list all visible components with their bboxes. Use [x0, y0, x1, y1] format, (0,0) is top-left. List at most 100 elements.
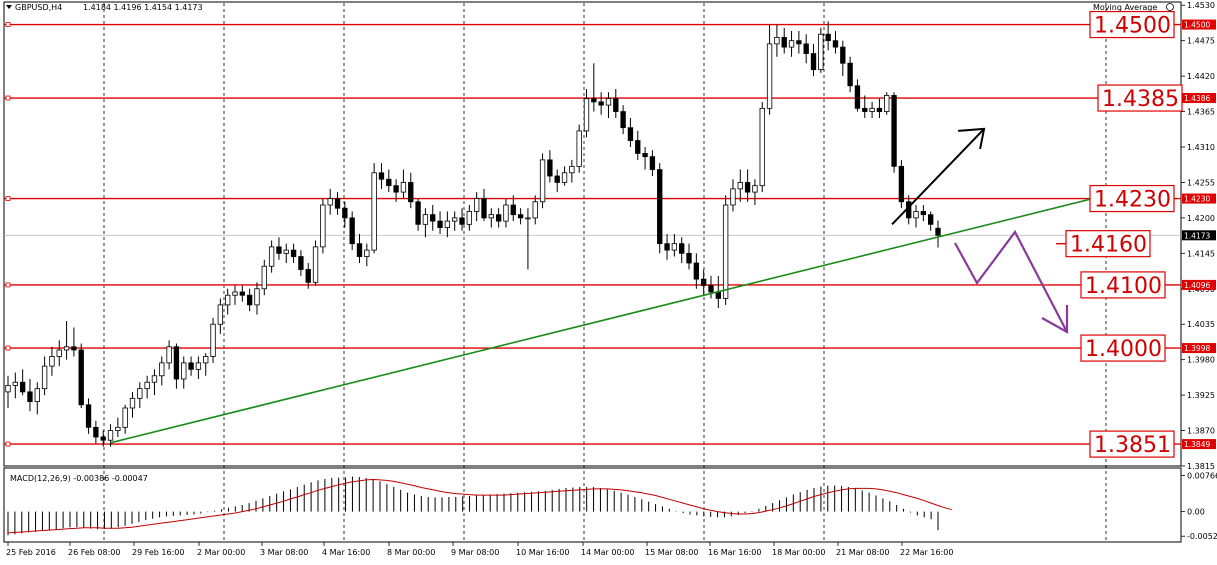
candle-bear: [832, 40, 839, 48]
level-price-tag-text: 1.4230: [1184, 195, 1210, 204]
candle-bear: [744, 182, 751, 193]
candle-bull: [49, 356, 55, 367]
bearish-arrow-head: [1041, 305, 1069, 334]
candle-bear: [620, 111, 626, 129]
macd-tick-label: 0.00766: [1187, 471, 1217, 480]
candle-bull: [752, 185, 758, 193]
price-tick-label: 1.3870: [1187, 427, 1215, 436]
level-handle: [5, 441, 11, 447]
price-tick-label: 1.4475: [1187, 37, 1215, 46]
time-tick-label: 21 Mar 08:00: [836, 548, 889, 557]
candle-bull: [539, 159, 546, 203]
time-tick-label: 2 Mar 00:00: [197, 548, 245, 557]
level-label-box: [1089, 10, 1175, 39]
candle-bull: [364, 249, 370, 257]
candle-bull: [583, 98, 590, 132]
candle-bull: [605, 98, 612, 106]
candle-bear: [298, 256, 304, 270]
candle-bull: [261, 265, 267, 290]
candle-bull: [312, 246, 319, 283]
candle-bear: [246, 294, 253, 306]
candle-bear: [664, 243, 670, 251]
candle-bear: [920, 211, 927, 216]
macd-tick-label: 0.00: [1187, 508, 1205, 517]
price-tick-label: 1.4255: [1187, 178, 1215, 187]
price-pane-frame: [3, 1, 1182, 467]
level-price-tag-text: 1.3849: [1184, 440, 1210, 449]
candle-bear: [876, 107, 883, 112]
header-triangle-icon: [6, 5, 12, 9]
candle-bear: [437, 220, 443, 228]
candle-bull: [788, 40, 795, 48]
candle-bear: [591, 98, 597, 103]
time-tick-label: 10 Mar 16:00: [516, 548, 569, 557]
time-tick-label: 3 Mar 08:00: [260, 548, 308, 557]
candle-bear: [657, 169, 663, 245]
candle-bear: [71, 346, 77, 351]
candle-bull: [63, 346, 70, 351]
candle-bear: [85, 404, 92, 428]
candle-bull: [268, 246, 275, 267]
level-label-box: [1089, 430, 1175, 458]
candle-bear: [627, 127, 634, 141]
level-price-tag-text: 1.4500: [1184, 21, 1210, 30]
extra-label-text: 1.4160: [1070, 233, 1147, 258]
price-tick-label: 1.4035: [1187, 320, 1215, 329]
level-lines-layer: [4, 22, 1181, 447]
candle-bear: [510, 204, 516, 216]
candle-bear: [290, 249, 297, 257]
time-tick-label: 25 Feb 2016: [6, 548, 56, 557]
candle-bear: [495, 214, 502, 222]
candle-bull: [452, 217, 458, 222]
candle-bear: [700, 278, 707, 286]
level-label-text: 1.4500: [1094, 14, 1171, 39]
candle-bear: [547, 159, 553, 177]
candles-layer: [5, 21, 941, 447]
candle-bull: [400, 182, 407, 193]
candle-bear: [935, 227, 941, 236]
level-handle: [5, 95, 11, 101]
price-tick-label: 1.3925: [1187, 391, 1215, 400]
candle-bull: [766, 43, 773, 109]
candle-bull: [217, 304, 224, 325]
candle-bull: [159, 362, 165, 377]
candle-bull: [107, 430, 114, 441]
level-handle: [5, 196, 11, 201]
candle-bull: [913, 211, 919, 219]
macd-pane-frame: [3, 467, 1182, 543]
time-axis-layer: 25 Feb 2016 26 Feb 08:00 29 Feb 16:00 2 Mar…: [6, 542, 953, 557]
indicator-close-icon[interactable]: [1166, 3, 1174, 11]
candle-bear: [649, 156, 656, 170]
candle-bear: [305, 269, 311, 283]
bearish-zigzag: [954, 229, 1068, 333]
candle-bear: [415, 201, 421, 225]
candle-bull: [671, 243, 678, 251]
level-price-tag: [1182, 343, 1216, 354]
candle-bull: [181, 362, 187, 380]
candle-bear: [686, 252, 692, 264]
candle-bear: [408, 182, 414, 203]
candle-bear: [100, 436, 106, 441]
candle-bull: [151, 375, 158, 383]
candle-bull: [466, 211, 473, 225]
candle-bull: [818, 33, 824, 71]
ohlc-label: 1.4184 1.4196 1.4154 1.4173: [83, 3, 203, 12]
level-price-tag: [1182, 93, 1216, 104]
level-label-box: [1080, 334, 1166, 362]
candle-bear: [239, 291, 246, 296]
candle-bull: [869, 107, 875, 112]
time-tick-label: 22 Mar 16:00: [900, 548, 953, 557]
level-price-tag: [1182, 439, 1216, 450]
candle-bull: [576, 130, 582, 167]
candle-bull: [254, 288, 260, 306]
candle-bull: [488, 214, 494, 219]
candle-bear: [188, 362, 194, 370]
macd-signal-line: [7, 478, 952, 534]
price-tick-label: 1.4530: [1187, 1, 1215, 10]
symbol-label: GBPUSD,H4: [15, 3, 62, 12]
candle-bull: [561, 172, 568, 183]
candle-bull: [129, 397, 136, 409]
macd-tick-label: -0.00520: [1187, 532, 1217, 541]
indicator-label: Moving Average: [1093, 3, 1157, 12]
candle-bull: [774, 37, 780, 45]
